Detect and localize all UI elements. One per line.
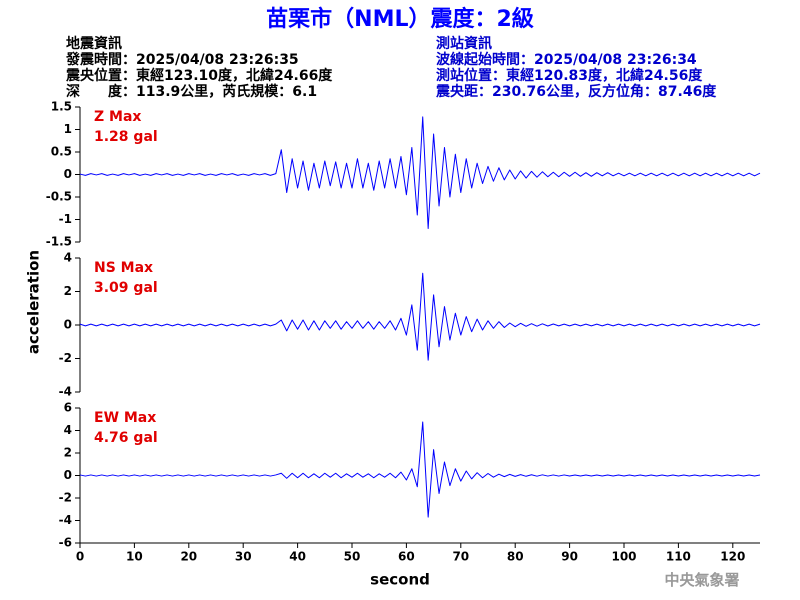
y-tick-label: -4 <box>59 385 72 399</box>
x-tick-label: 60 <box>398 550 415 564</box>
max-value-label: 4.76 gal <box>94 430 158 446</box>
x-tick-label: 80 <box>507 550 524 564</box>
x-tick-label: 50 <box>344 550 361 564</box>
max-label: NS Max <box>94 260 153 276</box>
waveform <box>79 421 761 518</box>
info-left: 深 度：113.9公里，芮氏規模：6.1 <box>66 83 317 100</box>
y-tick-label: -1.5 <box>46 235 72 249</box>
y-tick-label: 2 <box>64 284 72 298</box>
footer-logo: 中央氣象署 <box>664 571 739 589</box>
y-tick-label: -1 <box>59 212 72 226</box>
max-value-label: 3.09 gal <box>94 280 158 296</box>
y-tick-label: 1 <box>64 122 72 136</box>
y-tick-label: 4 <box>64 251 72 265</box>
plots: -1.5 -1 -0.5 0 0.5 1 1.5 Z Max 1.28 gal -4 -2 0 2 4 NS… <box>46 100 761 564</box>
x-tick-label: 0 <box>76 550 84 564</box>
y-tick-label: 0 <box>64 468 72 482</box>
info-right: 波線起始時間：2025/04/08 23:26:34 <box>436 51 697 68</box>
x-tick-label: 90 <box>561 550 578 564</box>
info-right: 測站資訊 <box>436 35 492 52</box>
max-label: Z Max <box>94 109 141 125</box>
x-tick-label: 110 <box>666 550 691 564</box>
max-label: EW Max <box>94 410 156 426</box>
y-tick-label: 6 <box>64 401 72 415</box>
y-tick-label: 2 <box>64 446 72 460</box>
y-tick-label: 0 <box>64 318 72 332</box>
waveform <box>79 272 761 361</box>
page-title: 苗栗市（NML）震度：2級 <box>266 6 534 32</box>
y-tick-label: -2 <box>59 491 72 505</box>
y-tick-label: 4 <box>64 423 72 437</box>
y-tick-label: -4 <box>59 513 72 527</box>
x-tick-label: 20 <box>180 550 197 564</box>
y-tick-label: -2 <box>59 351 72 365</box>
y-tick-label: -0.5 <box>46 190 72 204</box>
info-left: 震央位置：東經123.10度，北緯24.66度 <box>65 67 333 84</box>
y-tick-label: 0.5 <box>51 145 72 159</box>
y-tick-label: 1.5 <box>51 100 72 114</box>
info-left: 發震時間：2025/04/08 23:26:35 <box>65 51 299 68</box>
x-tick-label: 30 <box>235 550 252 564</box>
waveform <box>79 116 761 229</box>
max-value-label: 1.28 gal <box>94 129 158 145</box>
x-tick-label: 70 <box>452 550 469 564</box>
x-axis-label: second <box>370 571 430 589</box>
y-axis-label: acceleration <box>25 250 43 354</box>
x-tick-label: 40 <box>289 550 306 564</box>
x-tick-label: 120 <box>720 550 745 564</box>
y-tick-label: -6 <box>59 536 72 550</box>
x-tick-label: 100 <box>611 550 636 564</box>
info-right: 震央距：230.76公里，反方位角：87.46度 <box>435 83 717 100</box>
x-tick-label: 10 <box>126 550 143 564</box>
y-tick-label: 0 <box>64 167 72 181</box>
info-left: 地震資訊 <box>66 35 122 52</box>
info-right: 測站位置：東經120.83度，北緯24.56度 <box>436 67 703 84</box>
